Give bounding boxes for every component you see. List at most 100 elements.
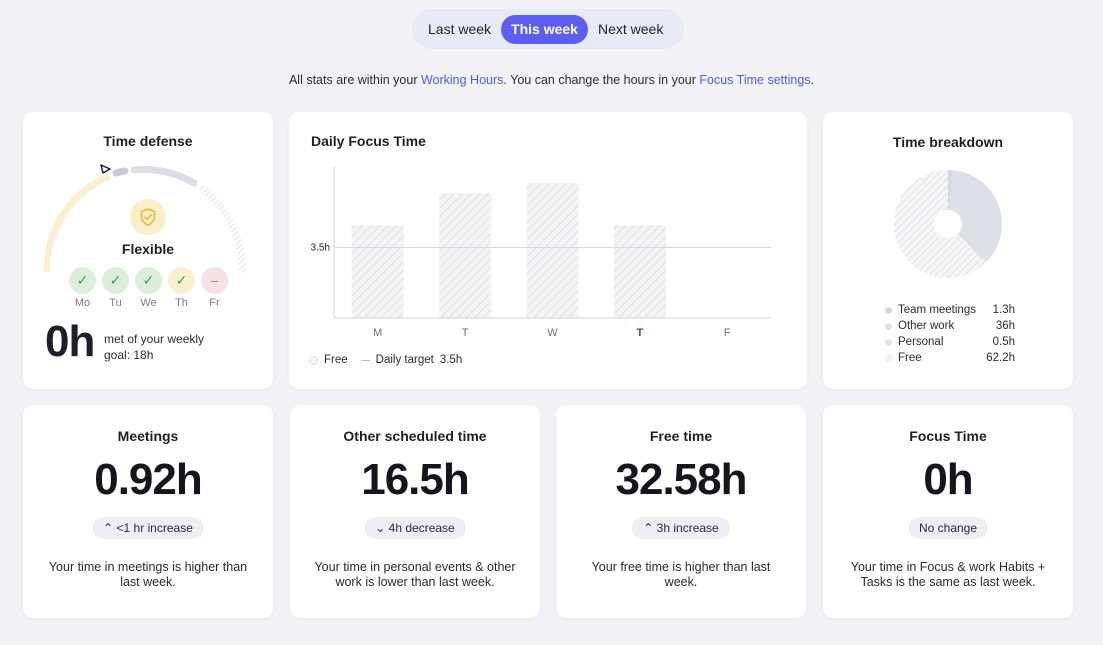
x-tick-label: T [462, 327, 469, 339]
daily-focus-chart: 3.5h M T W T F [311, 167, 771, 339]
donut-hole [934, 210, 962, 238]
breakdown-value: 36h [995, 320, 1015, 332]
breakdown-row-personal: Personal 0.5h [885, 334, 1015, 350]
notice-text-middle: . You can change the hours in your [503, 73, 700, 87]
weekday-th: ✓ Th [168, 267, 195, 309]
focus-time-settings-link[interactable]: Focus Time settings [699, 73, 811, 87]
time-defense-card: Time defense Flexible ✓ Mo ✓ Tu ✓ [23, 112, 273, 389]
x-tick-label: M [373, 327, 382, 339]
breakdown-value: 62.2h [986, 352, 1015, 364]
weekday-tu: ✓ Tu [102, 267, 129, 309]
daily-focus-title: Daily Focus Time [311, 133, 426, 149]
focus-bar [526, 183, 579, 318]
stat-change-label: <1 hr increase [116, 521, 193, 535]
weekday-status-list: ✓ Mo ✓ Tu ✓ We ✓ Th − Fr [69, 267, 228, 309]
focus-time-stat-card: Focus Time 0h No change Your time in Foc… [823, 405, 1073, 618]
daily-focus-legend: Free Daily target 3.5h [309, 354, 462, 366]
time-breakdown-card: Time breakdown Team meetings 1.3h Other … [823, 112, 1073, 389]
stat-change-label: 4h decrease [388, 521, 455, 535]
gauge-strict-segment [200, 186, 246, 273]
other-work-swatch [885, 322, 892, 330]
breakdown-value: 1.3h [992, 304, 1015, 316]
check-icon: ✓ [102, 267, 129, 294]
team-meetings-swatch [885, 306, 892, 314]
stat-change-badge: ⌃ <1 hr increase [92, 517, 204, 539]
tab-last-week[interactable]: Last week [428, 20, 492, 37]
working-hours-notice: All stats are within your Working Hours.… [0, 73, 1103, 87]
stat-value: 0.92h [94, 455, 203, 504]
daily-target-tick-label: 3.5h [311, 243, 330, 254]
chevrons-down-icon: ⌄ [375, 521, 389, 535]
shield-check-icon [130, 199, 166, 235]
breakdown-row-other-work: Other work 36h [885, 318, 1015, 334]
breakdown-name: Team meetings [898, 304, 976, 316]
personal-swatch [885, 338, 892, 346]
stat-title: Free time [649, 428, 713, 444]
weekday-label: We [140, 297, 157, 309]
weekday-label: Th [175, 297, 188, 309]
breakdown-name: Other work [898, 320, 955, 332]
focus-bar [613, 225, 666, 318]
weekday-fr: − Fr [201, 267, 228, 309]
x-tick-label: W [547, 327, 558, 339]
stat-change-badge: No change [907, 517, 989, 539]
stat-change-label: 3h increase [656, 521, 719, 535]
breakdown-row-team-meetings: Team meetings 1.3h [885, 302, 1015, 318]
time-breakdown-donut [894, 170, 1002, 278]
x-tick-label: F [724, 327, 731, 339]
time-breakdown-title: Time breakdown [892, 134, 1004, 150]
weekday-label: Fr [209, 297, 220, 309]
meetings-stat-card: Meetings 0.92h ⌃ <1 hr increase Your tim… [23, 405, 273, 618]
chevrons-up-icon: ⌃ [103, 521, 117, 535]
check-icon: ✓ [168, 267, 195, 294]
gauge-flexible-segment [43, 173, 111, 273]
target-legend-swatch [361, 359, 370, 361]
weekly-goal-value: 0h [45, 317, 95, 366]
check-icon: ✓ [135, 267, 162, 294]
stat-value: 16.5h [361, 455, 470, 504]
weekday-label: Tu [109, 297, 122, 309]
stat-change-badge: ⌃ 3h increase [632, 517, 730, 539]
gauge-moderate-segment [130, 166, 198, 187]
focus-bar [351, 225, 404, 318]
time-defense-gauge [43, 164, 246, 273]
chevrons-up-icon: ⌃ [643, 521, 657, 535]
time-breakdown-legend: Team meetings 1.3h Other work 36h Person… [885, 302, 1015, 366]
stat-title: Focus Time [909, 428, 987, 444]
weekly-goal-text: met of your weekly goal: 18h [104, 332, 205, 362]
week-switcher: Last week This week Next week [412, 9, 684, 49]
stat-description: Your time in meetings is higher than las… [48, 560, 248, 589]
legend-target-label: Daily target [375, 354, 434, 366]
legend-target-value: 3.5h [439, 354, 463, 366]
tab-this-week[interactable]: This week [501, 14, 588, 44]
stat-value: 32.58h [615, 455, 748, 504]
working-hours-link[interactable]: Working Hours [420, 73, 504, 87]
weekday-mo: ✓ Mo [69, 267, 96, 309]
breakdown-name: Free [898, 352, 922, 364]
gauge-divider-segment [112, 167, 129, 177]
time-defense-title: Time defense [103, 133, 193, 149]
breakdown-value: 0.5h [992, 336, 1015, 348]
check-icon: ✓ [69, 267, 96, 294]
daily-focus-card: Daily Focus Time 3.5h M T W T F Free Daily t… [289, 112, 807, 389]
free-legend-swatch [309, 355, 318, 365]
stat-description: Your time in Focus & work Habits + Tasks… [850, 560, 1046, 589]
stat-change-label: No change [918, 521, 978, 535]
gauge-pointer-icon [100, 164, 111, 174]
free-swatch [885, 354, 892, 362]
x-tick-label: T [637, 327, 644, 339]
minus-icon: − [201, 267, 228, 294]
defense-level-label: Flexible [121, 241, 175, 257]
weekday-label: Mo [74, 297, 91, 309]
focus-bar [439, 193, 492, 318]
tab-next-week[interactable]: Next week [597, 20, 664, 37]
stat-description: Your time in personal events & other wor… [314, 560, 516, 589]
notice-text-start: All stats are within your [288, 73, 421, 87]
legend-free-label: Free [324, 354, 348, 366]
breakdown-name: Personal [898, 336, 944, 348]
weekday-we: ✓ We [135, 267, 162, 309]
breakdown-row-free: Free 62.2h [885, 350, 1015, 366]
stat-title: Meetings [117, 428, 179, 444]
other-scheduled-stat-card: Other scheduled time 16.5h ⌄ 4h decrease… [290, 405, 540, 618]
free-time-stat-card: Free time 32.58h ⌃ 3h increase Your free… [556, 405, 806, 618]
